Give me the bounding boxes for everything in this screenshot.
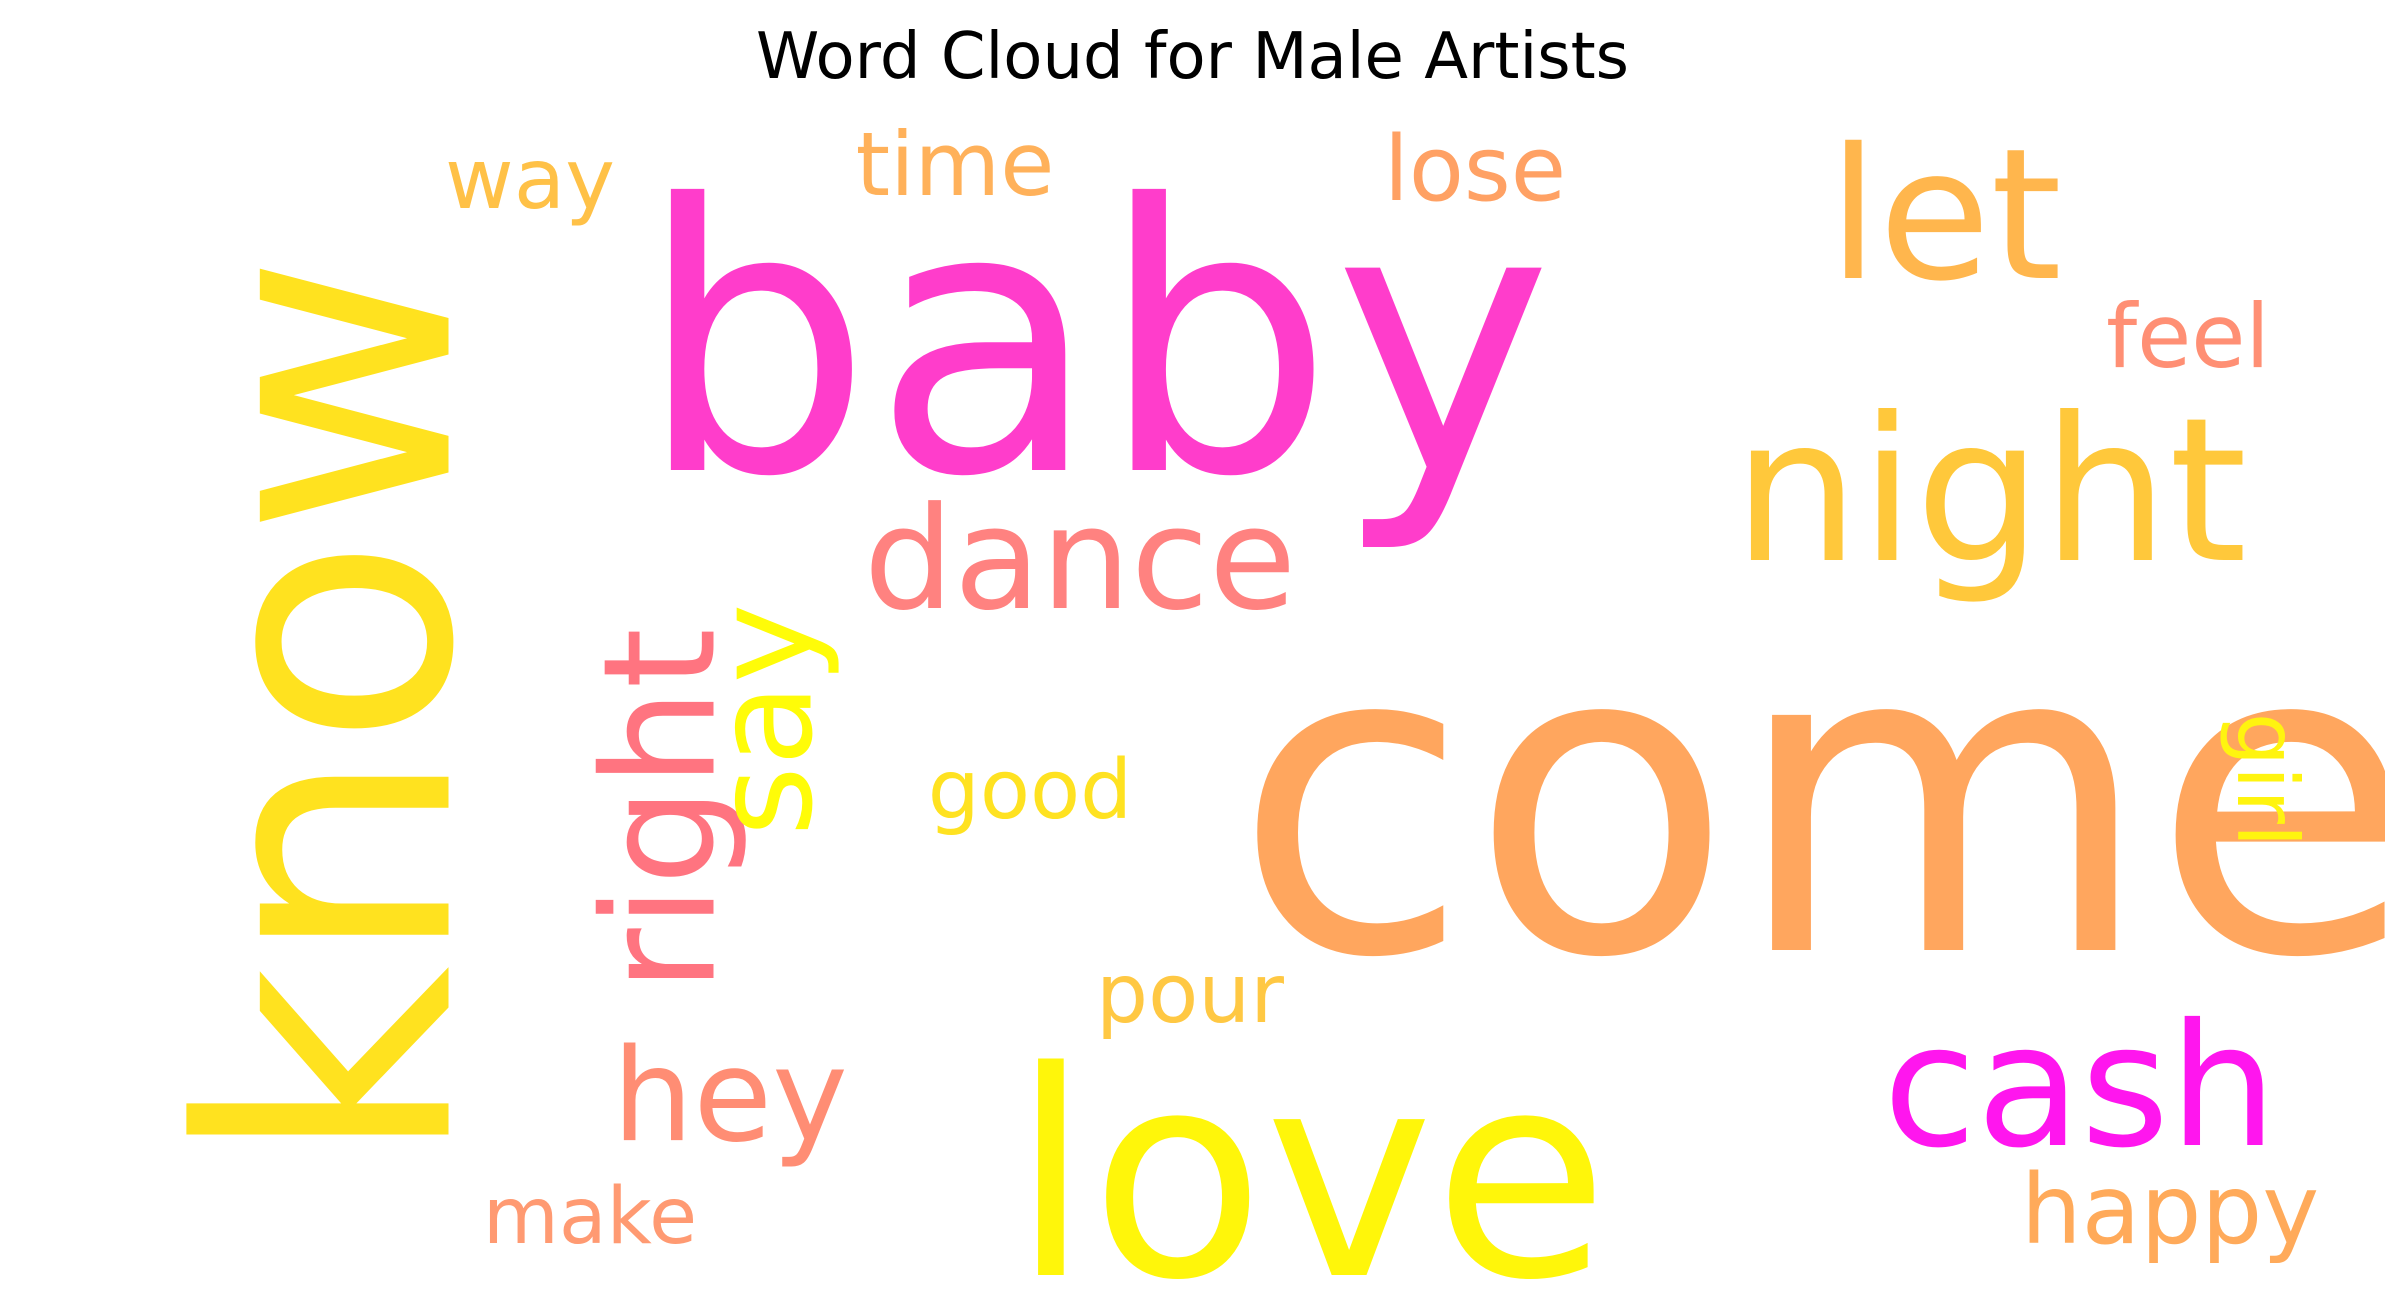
word-happy: happy [2021,1154,2319,1266]
word-night: night [1733,375,2247,608]
word-pour: pour [1096,947,1284,1042]
word-good: good [928,743,1132,838]
word-way: way [445,130,615,228]
chart-title: Word Cloud for Male Artists [755,20,1630,94]
word-cash: cash [1883,988,2277,1186]
word-make: make [483,1172,697,1262]
word-time: time [856,113,1055,216]
word-dance: dance [864,477,1297,642]
word-let: let [1828,109,2062,321]
word-lose: lose [1384,117,1566,222]
word-hey: hey [612,1022,848,1171]
word-feel: feel [2106,285,2270,388]
word-say: say [686,604,843,837]
word-baby: baby [637,128,1552,558]
word-know: know [130,254,531,1166]
word-right: right [570,628,751,992]
word-love: love [1011,1011,1609,1299]
word-girl: girl [2218,713,2316,848]
word-come: come [1234,552,2385,1052]
